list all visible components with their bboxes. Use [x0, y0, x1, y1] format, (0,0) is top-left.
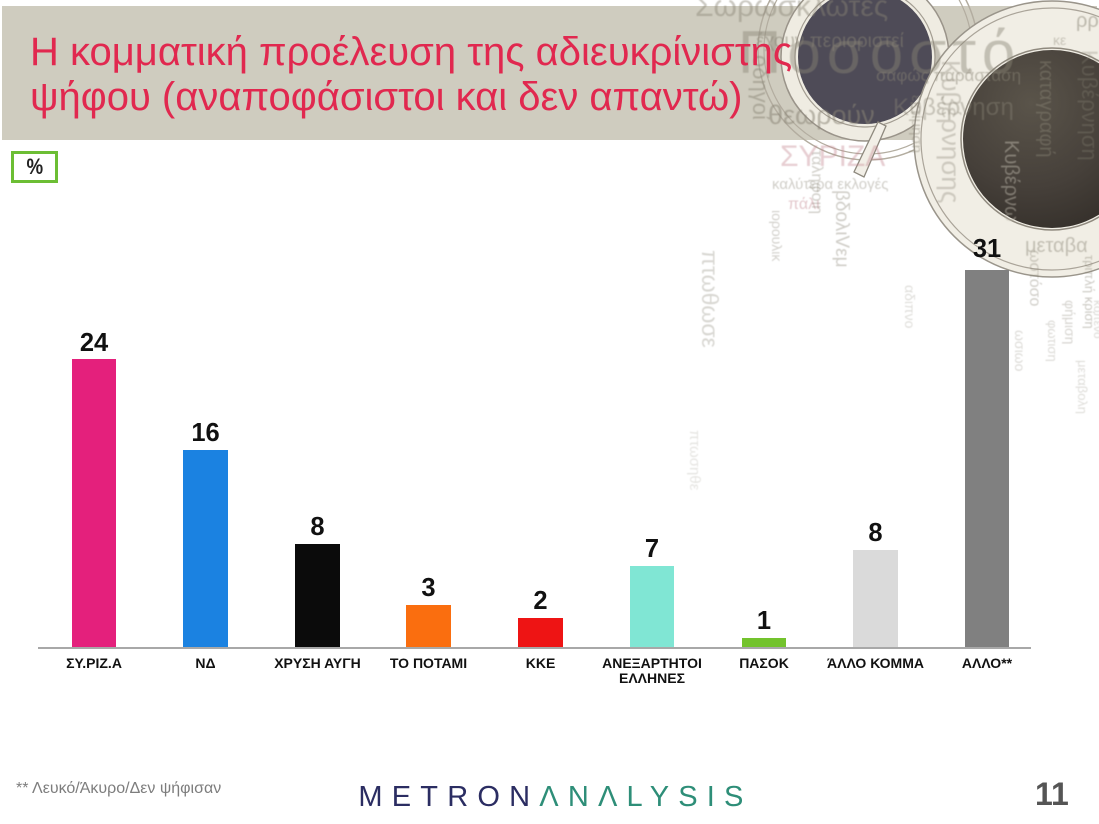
- svg-text:ωσιωο: ωσιωο: [1012, 330, 1028, 372]
- svg-text:Κυβέρνω: Κυβέρνω: [1000, 140, 1022, 222]
- svg-text:ρριω: ρριω: [1076, 10, 1099, 32]
- svg-text:κε: κε: [1053, 32, 1066, 48]
- svg-text:τριπλή κρίση: τριπλή κρίση: [1082, 255, 1097, 329]
- svg-text:ταληφοιη: ταληφοιη: [808, 150, 825, 214]
- svg-text:πτωσηθε: πτωσηθε: [686, 430, 703, 491]
- svg-text:θεωρούν: θεωρούν: [768, 100, 875, 130]
- svg-text:βδολιVεμ: βδολιVεμ: [831, 190, 852, 268]
- svg-text:σαφώς παράσταση: σαφώς παράσταση: [876, 66, 1021, 85]
- svg-text:οδηγοί: οδηγοί: [748, 55, 773, 120]
- svg-text:εκτίμηση: εκτίμηση: [908, 95, 925, 153]
- svg-text:πτωθωσε: πτωθωσε: [697, 250, 723, 348]
- svg-text:πάλι: πάλι: [788, 196, 820, 213]
- svg-text:έχουν περιοριστεί: έχουν περιοριστεί: [756, 31, 905, 52]
- svg-text:Σωρωσκλωτες: Σωρωσκλωτες: [695, 0, 888, 23]
- svg-text:Ποσοστό: Ποσοστό: [738, 19, 1021, 86]
- svg-text:Κυβέρνηση: Κυβέρνηση: [893, 94, 1014, 121]
- svg-text:Κυβέρνησης: Κυβέρνησης: [936, 60, 966, 203]
- svg-text:καλύτερα εκλογές: καλύτερα εκλογές: [772, 176, 889, 193]
- svg-text:φήμιση: φήμιση: [1062, 300, 1078, 344]
- svg-text:καταγραφή: καταγραφή: [1035, 60, 1057, 158]
- svg-text:ωστόσο: ωστόσο: [1026, 250, 1043, 306]
- svg-text:ιορουλικ: ιορουλικ: [769, 210, 785, 262]
- svg-text:μεταβα: μεταβα: [1025, 235, 1088, 257]
- svg-text:ΣΥΡΙΖΑ: ΣΥΡΙΖΑ: [780, 140, 885, 173]
- svg-text:αδιπνο: αδιπνο: [902, 285, 918, 329]
- svg-text:φωτιση: φωτιση: [1045, 320, 1060, 362]
- svg-text:κοπενο: κοπενο: [1091, 300, 1099, 339]
- svg-text:μεταβολη: μεταβολη: [1075, 360, 1090, 414]
- svg-text:Κυβέρνηση: Κυβέρνηση: [1077, 50, 1099, 161]
